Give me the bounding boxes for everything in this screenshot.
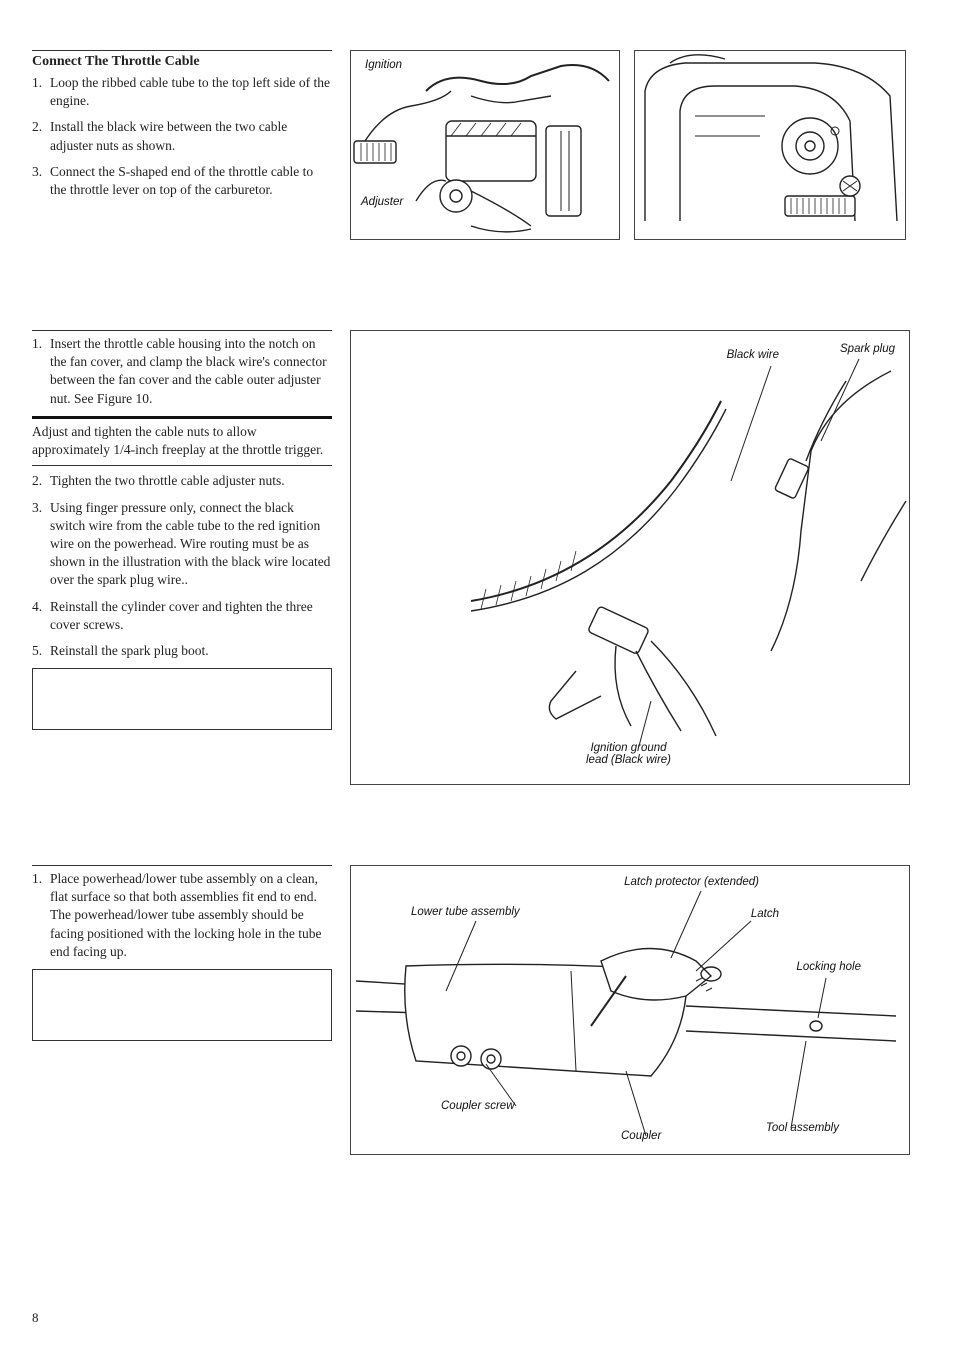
step-number: 1. [32,74,50,110]
step: 4.Reinstall the cylinder cover and tight… [32,598,332,634]
rule [32,865,332,866]
step-text: Loop the ribbed cable tube to the top le… [50,74,332,110]
step-number: 3. [32,163,50,199]
figure-svg [351,51,621,241]
label-spark-plug: Spark plug [840,343,895,355]
label-ignition-ground: Ignition ground lead (Black wire) [586,742,671,766]
step-text: Insert the throttle cable housing into t… [50,335,332,408]
figure-coupler: Latch protector (extended) Lower tube as… [350,865,910,1155]
step: 1.Insert the throttle cable housing into… [32,335,332,408]
rule [32,465,332,466]
step-number: 2. [32,118,50,154]
page-number: 8 [32,1310,39,1326]
step-number: 1. [32,335,50,408]
section-3-text: 1.Place powerhead/lower tube assembly on… [32,865,332,1155]
step-text: Connect the S-shaped end of the throttle… [50,163,332,199]
rule-heavy [32,416,332,419]
step-text: Reinstall the cylinder cover and tighten… [50,598,332,634]
step: 2.Tighten the two throttle cable adjuste… [32,472,332,490]
step: 3.Using finger pressure only, connect th… [32,499,332,590]
section-2-steps-b: 2.Tighten the two throttle cable adjuste… [32,472,332,660]
figure-throttle-carburetor: Ignition Adjuster [350,50,620,240]
page: Connect The Throttle Cable 1.Loop the ri… [0,0,954,1350]
step: 3.Connect the S-shaped end of the thrott… [32,163,332,199]
section-2-text: 1.Insert the throttle cable housing into… [32,330,332,785]
step-number: 1. [32,870,50,961]
section-2-steps-a: 1.Insert the throttle cable housing into… [32,335,332,408]
label-lower-tube: Lower tube assembly [411,906,520,918]
figure-wiring: Black wire Spark plug Ignition ground le… [350,330,910,785]
callout-box-empty [32,969,332,1041]
step-number: 2. [32,472,50,490]
label-tool-assembly: Tool assembly [766,1122,839,1134]
figure-engine-side [634,50,906,240]
step-text: Install the black wire between the two c… [50,118,332,154]
section-2: 1.Insert the throttle cable housing into… [32,330,922,785]
section-1: Connect The Throttle Cable 1.Loop the ri… [32,50,922,240]
section-1-heading: Connect The Throttle Cable [32,54,332,70]
note-text: Adjust and tighten the cable nuts to all… [32,423,332,459]
step: 2.Install the black wire between the two… [32,118,332,154]
label-coupler-screw: Coupler screw [441,1100,515,1112]
label-latch: Latch [751,908,779,920]
step-number: 4. [32,598,50,634]
section-2-figure: Black wire Spark plug Ignition ground le… [350,330,922,785]
step-number: 3. [32,499,50,590]
step-text: Reinstall the spark plug boot. [50,642,332,660]
label-ignition: Ignition [365,59,402,71]
callout-box-empty [32,668,332,730]
step: 1.Loop the ribbed cable tube to the top … [32,74,332,110]
section-3: 1.Place powerhead/lower tube assembly on… [32,865,922,1155]
step: 1.Place powerhead/lower tube assembly on… [32,870,332,961]
section-1-steps: 1.Loop the ribbed cable tube to the top … [32,74,332,199]
step-number: 5. [32,642,50,660]
section-3-steps: 1.Place powerhead/lower tube assembly on… [32,870,332,961]
step: 5.Reinstall the spark plug boot. [32,642,332,660]
section-3-figure: Latch protector (extended) Lower tube as… [350,865,922,1155]
rule [32,50,332,51]
section-1-text: Connect The Throttle Cable 1.Loop the ri… [32,50,332,240]
label-black-wire: Black wire [727,349,779,361]
figure-svg [351,331,911,786]
label-coupler: Coupler [621,1130,661,1142]
label-adjuster: Adjuster [361,196,403,208]
figure-svg [635,51,907,241]
step-text: Using finger pressure only, connect the … [50,499,332,590]
step-text: Tighten the two throttle cable adjuster … [50,472,332,490]
step-text: Place powerhead/lower tube assembly on a… [50,870,332,961]
label-latch-protector: Latch protector (extended) [624,876,759,888]
rule [32,330,332,331]
section-1-figures: Ignition Adjuster [350,50,922,240]
label-locking-hole: Locking hole [796,961,861,973]
